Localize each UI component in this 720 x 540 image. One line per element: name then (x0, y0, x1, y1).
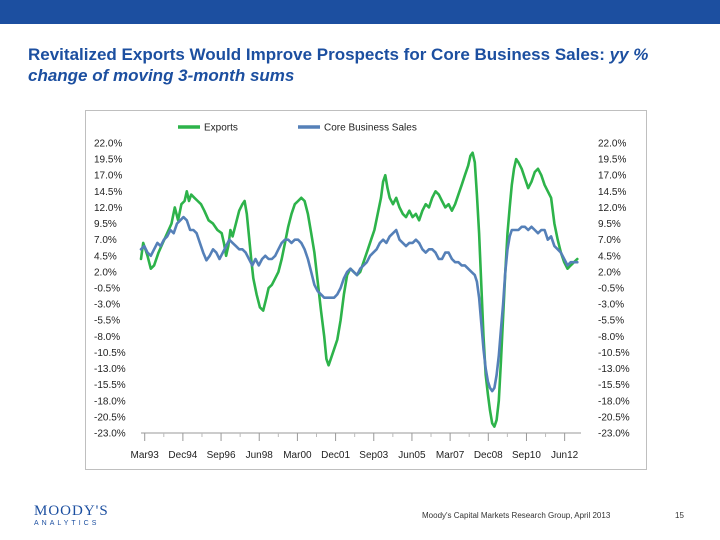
x-tick-label: Jun05 (398, 450, 426, 461)
y-tick-label-right: 14.5% (598, 187, 626, 198)
y-tick-label-right: -3.0% (598, 300, 624, 311)
y-tick-label-left: -23.0% (94, 429, 126, 440)
x-tick-label: Jun12 (551, 450, 579, 461)
slide-title: Revitalized Exports Would Improve Prospe… (28, 44, 688, 86)
x-tick-label: Sep03 (359, 450, 388, 461)
y-tick-label-left: 4.5% (94, 251, 117, 262)
logo-sub-text: ANALYTICS (34, 520, 100, 527)
y-tick-label-left: 19.5% (94, 155, 122, 166)
y-tick-label-left: 14.5% (94, 187, 122, 198)
page-number: 15 (675, 511, 684, 520)
y-tick-label-right: 9.5% (598, 219, 621, 230)
y-tick-label-left: 22.0% (94, 139, 122, 150)
y-tick-label-left: -18.0% (94, 396, 126, 407)
y-tick-label-right: -10.5% (598, 348, 630, 359)
y-tick-label-right: 2.0% (598, 267, 621, 278)
y-tick-label-right: -23.0% (598, 429, 630, 440)
series-line-exports (139, 151, 579, 428)
y-tick-label-right: -0.5% (598, 284, 624, 295)
y-tick-label-left: 7.0% (94, 235, 117, 246)
chart-frame: 22.0% 22.0% 19.5% 19.5% 17.0% 17.0% 14.5% 14.5%… (85, 110, 647, 470)
y-tick-label-left: 12.0% (94, 203, 122, 214)
y-tick-label-left: -15.5% (94, 380, 126, 391)
y-tick-label-right: 4.5% (598, 251, 621, 262)
x-tick-label: Jun98 (246, 450, 274, 461)
y-tick-label-right: -13.0% (598, 364, 630, 375)
y-tick-label-left: -20.5% (94, 412, 126, 423)
y-tick-label-left: -13.0% (94, 364, 126, 375)
y-tick-label-right: 22.0% (598, 139, 626, 150)
footer-source: Moody's Capital Markets Research Group, … (422, 511, 611, 520)
line-chart: 22.0% 22.0% 19.5% 19.5% 17.0% 17.0% 14.5% 14.5%… (94, 123, 630, 462)
y-tick-label-right: -8.0% (598, 332, 624, 343)
x-tick-label: Dec94 (168, 450, 197, 461)
legend-label-core-business-sales: Core Business Sales (324, 123, 417, 134)
x-tick-label: Mar07 (436, 450, 465, 461)
y-tick-label-right: -18.0% (598, 396, 630, 407)
y-tick-label-right: -20.5% (598, 412, 630, 423)
y-tick-label-left: -5.5% (94, 316, 120, 327)
top-banner (0, 0, 720, 24)
series-line-core-business-sales (139, 215, 579, 393)
x-tick-label: Mar00 (283, 450, 312, 461)
y-tick-label-right: 12.0% (598, 203, 626, 214)
legend-label-exports: Exports (204, 123, 238, 134)
y-tick-label-right: 17.0% (598, 171, 626, 182)
y-tick-label-left: -10.5% (94, 348, 126, 359)
x-tick-label: Dec01 (321, 450, 350, 461)
x-tick-label: Mar93 (131, 450, 160, 461)
y-tick-label-right: -15.5% (598, 380, 630, 391)
y-tick-label-left: -3.0% (94, 300, 120, 311)
y-tick-label-right: 19.5% (598, 155, 626, 166)
moodys-logo: MOODY'S ANALYTICS (34, 503, 109, 527)
y-tick-label-left: 2.0% (94, 267, 117, 278)
title-subtitle: yy % change of moving 3-month sums (28, 45, 649, 85)
y-tick-label-left: -8.0% (94, 332, 120, 343)
y-tick-label-left: -0.5% (94, 284, 120, 295)
y-tick-label-left: 9.5% (94, 219, 117, 230)
y-tick-label-right: 7.0% (598, 235, 621, 246)
x-tick-label: Sep10 (512, 450, 541, 461)
title-main: Revitalized Exports Would Improve Prospe… (28, 45, 610, 64)
y-tick-label-left: 17.0% (94, 171, 122, 182)
x-tick-label: Dec08 (474, 450, 503, 461)
y-tick-label-right: -5.5% (598, 316, 624, 327)
logo-main-text: MOODY'S (34, 503, 109, 519)
x-tick-label: Sep96 (207, 450, 236, 461)
